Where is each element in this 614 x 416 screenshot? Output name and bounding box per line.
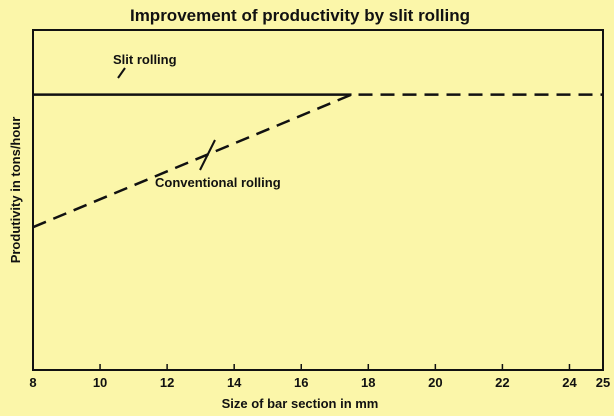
x-tick-label: 10 bbox=[93, 375, 107, 390]
annotation-slit-rolling: Slit rolling bbox=[113, 52, 177, 79]
x-axis-label: Size of bar section in mm bbox=[222, 396, 379, 411]
series-line-conventional-rolling bbox=[32, 93, 603, 229]
x-tick-label: 16 bbox=[294, 375, 308, 390]
x-tick-label: 22 bbox=[495, 375, 509, 390]
y-axis-label: Produtivity in tons/hour bbox=[8, 117, 23, 264]
slit-rolling-label: Slit rolling bbox=[113, 52, 177, 67]
slit-rolling-pointer bbox=[117, 67, 126, 79]
x-axis-ticks: 8 10 12 14 16 18 20 22 24 25 bbox=[29, 364, 610, 390]
plot-frame bbox=[32, 29, 604, 371]
x-tick-label: 24 bbox=[562, 375, 577, 390]
x-tick-label: 25 bbox=[596, 375, 610, 390]
conventional-rolling-label: Conventional rolling bbox=[155, 175, 281, 190]
x-tick-label: 18 bbox=[361, 375, 375, 390]
x-tick-label: 14 bbox=[227, 375, 242, 390]
x-tick-label: 8 bbox=[29, 375, 36, 390]
conventional-rolling-pointer bbox=[199, 139, 216, 171]
x-tick-label: 12 bbox=[160, 375, 174, 390]
series-layer bbox=[32, 93, 603, 229]
x-tick-label: 20 bbox=[428, 375, 442, 390]
chart-title: Improvement of productivity by slit roll… bbox=[130, 6, 470, 25]
annotation-conventional-rolling: Conventional rolling bbox=[155, 139, 281, 190]
